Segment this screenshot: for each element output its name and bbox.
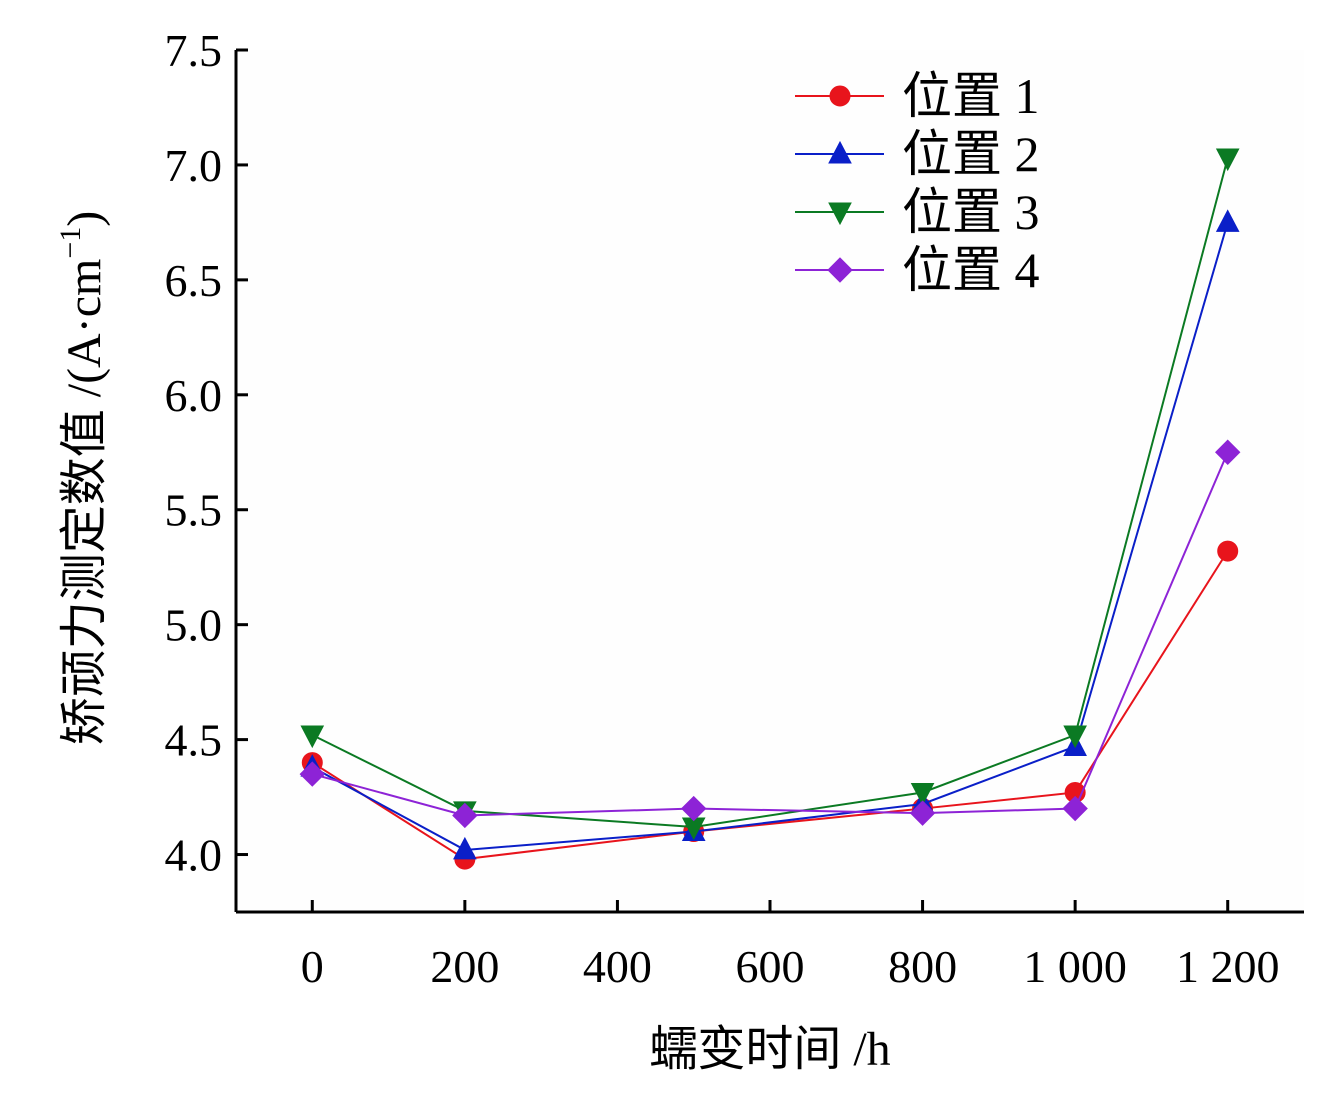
- legend-marker: [828, 140, 852, 164]
- series-3-point: [1063, 725, 1087, 749]
- legend-label: 位置 1: [902, 68, 1040, 124]
- y-axis-title-close: ): [58, 211, 111, 227]
- series-layer: [299, 148, 1241, 870]
- series-1-line: [311, 550, 1229, 861]
- y-tick-label: 7.0: [165, 140, 223, 191]
- legend-label: 位置 2: [902, 126, 1040, 182]
- legend-marker: [829, 85, 851, 107]
- y-tick-label: 5.5: [165, 485, 223, 536]
- legend-item-4: 位置 4: [795, 242, 1040, 298]
- axes-layer: 4.0 4.5 5.0 5.5 6.0 6.5 7.0 7.5 0 200 400 600 800 1 0…: [165, 25, 1304, 992]
- plot-background: [236, 50, 1304, 912]
- x-axis-title: 蠕变时间 /h: [649, 1023, 890, 1076]
- legend-label: 位置 4: [902, 242, 1040, 298]
- y-tick-label: 4.5: [165, 715, 223, 766]
- series-4-line: [312, 451, 1229, 817]
- legend-item-1: 位置 1: [795, 68, 1040, 124]
- series-2-line: [311, 222, 1229, 851]
- series-4: [299, 439, 1241, 829]
- y-tick-label: 7.5: [165, 25, 223, 76]
- series-4-point: [909, 800, 936, 826]
- x-tick-label: 400: [583, 941, 652, 992]
- series-4-point: [681, 795, 707, 822]
- y-axis-title-superscript: −1: [54, 227, 87, 259]
- x-tick-label: 0: [301, 941, 324, 992]
- series-3-point: [910, 782, 935, 806]
- y-axis-title: 矫顽力测定数值 /(A·cm−1): [54, 211, 111, 746]
- legend-item-2: 位置 2: [795, 126, 1040, 182]
- series-1-point: [1217, 540, 1239, 562]
- x-tick-label: 800: [888, 941, 957, 992]
- series-4-point: [1215, 439, 1241, 465]
- series-3-line: [311, 157, 1229, 828]
- x-tick-label: 1 200: [1176, 941, 1280, 992]
- y-tick-label: 6.5: [165, 255, 223, 306]
- x-tick-label: 200: [430, 941, 499, 992]
- series-4-point: [299, 761, 325, 787]
- y-tick-label: 5.0: [165, 600, 223, 651]
- series-3-point: [1215, 148, 1240, 172]
- series-3-point: [300, 725, 325, 749]
- series-2-point: [453, 836, 477, 860]
- legend-label: 位置 3: [902, 184, 1040, 240]
- y-tick-label: 6.0: [165, 370, 223, 421]
- x-tick-label: 600: [736, 941, 805, 992]
- legend-marker: [828, 202, 852, 226]
- legend-item-3: 位置 3: [795, 184, 1040, 240]
- series-2-point: [1215, 209, 1240, 232]
- series-4-point: [1062, 795, 1088, 822]
- legend: 位置 1位置 2位置 3位置 4: [795, 68, 1040, 298]
- legend-marker: [827, 257, 853, 283]
- y-tick-label: 4.0: [165, 830, 223, 881]
- series-4-point: [452, 802, 478, 829]
- series-3: [300, 148, 1240, 841]
- y-axis-title-main: 矫顽力测定数值 /(A·cm: [58, 259, 111, 746]
- x-tick-label: 1 000: [1023, 941, 1127, 992]
- plot-area: [236, 50, 1304, 912]
